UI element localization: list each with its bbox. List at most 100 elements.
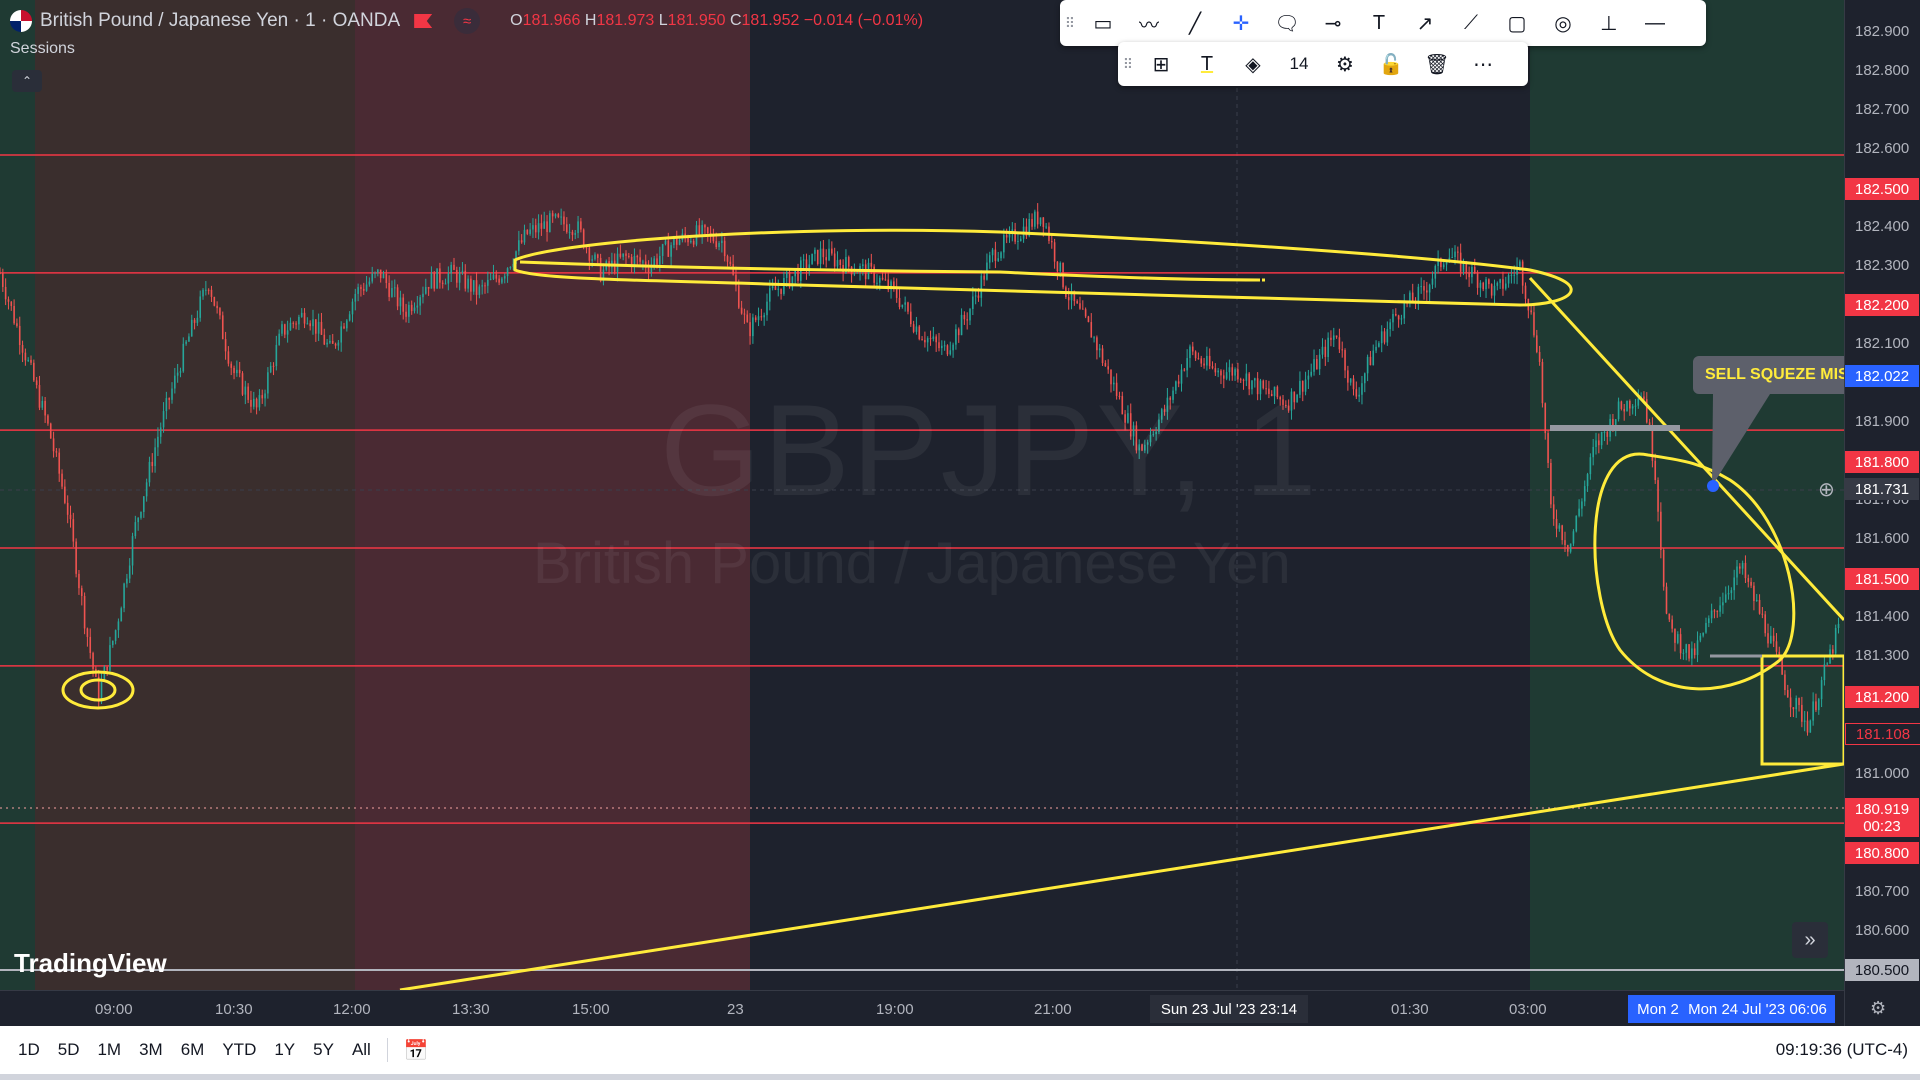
candle-body bbox=[396, 287, 399, 307]
template-icon[interactable]: ⊞ bbox=[1152, 53, 1170, 76]
candle-body bbox=[661, 244, 664, 256]
time-axis[interactable]: 09:00 10:30 12:00 13:30 15:00 23 19:00 21:00 01:… bbox=[0, 990, 1844, 1027]
low-value: 181.950 bbox=[667, 12, 726, 29]
candle-body bbox=[757, 316, 760, 321]
chart-canvas[interactable] bbox=[0, 0, 1844, 990]
candle-body bbox=[1707, 618, 1710, 623]
candle-body bbox=[712, 233, 715, 242]
drag-handle-icon[interactable]: ⠿ bbox=[1122, 55, 1134, 72]
candle-body bbox=[966, 319, 968, 321]
price-axis[interactable]: 182.900 182.800 182.700 182.600 182.400 182.3… bbox=[1844, 0, 1920, 1026]
indicator-wave-icon[interactable]: ≈ bbox=[454, 8, 481, 34]
crosshair-icon[interactable]: ✛ bbox=[1232, 12, 1250, 35]
candle-body bbox=[520, 240, 523, 243]
candle-body bbox=[656, 258, 658, 265]
fill-color-icon[interactable]: ◈ bbox=[1245, 53, 1261, 76]
scroll-to-realtime-button[interactable]: » bbox=[1792, 922, 1828, 958]
text-icon[interactable]: T bbox=[1372, 11, 1386, 34]
candle-body bbox=[498, 278, 500, 283]
candle-body bbox=[754, 317, 757, 321]
symbol-title[interactable]: British Pound / Japanese Yen · 1 · OANDA bbox=[40, 10, 401, 31]
candle-body bbox=[1008, 231, 1011, 238]
candle-body bbox=[171, 388, 173, 400]
candle-body bbox=[303, 312, 306, 324]
text-color-icon[interactable]: T bbox=[1200, 52, 1214, 75]
candle-body bbox=[1172, 390, 1174, 400]
candle-body bbox=[833, 253, 836, 267]
drag-handle-icon[interactable]: ⠿ bbox=[1064, 14, 1076, 31]
range-button-1y[interactable]: 1Y bbox=[274, 1040, 296, 1059]
candle-body bbox=[1772, 635, 1775, 642]
candle-body bbox=[1716, 610, 1719, 612]
bottom-toolbar: 1D 5D 1M 3M 6M YTD 1Y 5Y All 📅 09:19:36 (UTC-4) bbox=[0, 1026, 1920, 1074]
candle-body bbox=[1096, 337, 1098, 351]
range-button-ytd[interactable]: YTD bbox=[222, 1040, 257, 1059]
callout-icon[interactable]: 🗨 bbox=[1274, 12, 1300, 35]
candle-body bbox=[952, 344, 954, 351]
lock-icon[interactable]: 🔓 bbox=[1378, 53, 1404, 76]
candle-body bbox=[174, 375, 176, 389]
candle-body bbox=[114, 630, 117, 641]
collapse-legend-button[interactable]: ⌃ bbox=[12, 70, 42, 92]
arrow-icon[interactable]: ↗ bbox=[1416, 12, 1434, 35]
range-button-6m[interactable]: 6M bbox=[180, 1040, 205, 1059]
chart-area[interactable] bbox=[0, 0, 1844, 990]
candle-body bbox=[895, 286, 898, 298]
candle-body bbox=[884, 279, 887, 281]
sell-squeeze-callout[interactable]: SELL SQUEZE MISS bbox=[1693, 356, 1865, 394]
candle-body bbox=[1132, 425, 1135, 437]
candle-body bbox=[1138, 444, 1140, 451]
candle-body bbox=[1087, 316, 1090, 323]
candle-body bbox=[326, 342, 328, 345]
candle-body bbox=[1739, 566, 1741, 569]
settings-icon[interactable]: ⚙ bbox=[1336, 53, 1354, 76]
candle-body bbox=[825, 257, 828, 261]
clock-timezone[interactable]: 09:19:36 (UTC-4) bbox=[1775, 1040, 1908, 1059]
candle-body bbox=[1775, 641, 1778, 652]
candle-body bbox=[185, 341, 187, 344]
candle-body bbox=[1755, 599, 1758, 601]
candle-body bbox=[1389, 322, 1391, 330]
chart-settings-icon[interactable]: ⚙ bbox=[1870, 998, 1887, 1018]
range-button-1d[interactable]: 1D bbox=[18, 1040, 40, 1059]
candle-body bbox=[735, 274, 737, 286]
delete-icon[interactable]: 🗑 bbox=[1424, 53, 1450, 76]
tradingview-logo[interactable]: TradingView bbox=[14, 948, 167, 979]
candle-body bbox=[1400, 318, 1403, 320]
range-button-3m[interactable]: 3M bbox=[139, 1040, 163, 1059]
candle-body bbox=[822, 248, 825, 258]
candle-body bbox=[1163, 409, 1166, 412]
candle-body bbox=[740, 307, 743, 314]
price-range-icon[interactable]: ⊥ bbox=[1600, 12, 1618, 35]
font-size-value[interactable]: 14 bbox=[1289, 54, 1309, 73]
rectangle-icon[interactable]: ▭ bbox=[1093, 12, 1113, 35]
candle-body bbox=[836, 260, 839, 267]
circle-icon[interactable]: ◎ bbox=[1554, 12, 1572, 35]
time-tick-label: 23 bbox=[727, 1001, 744, 1018]
note-icon[interactable]: ▢ bbox=[1507, 12, 1527, 35]
sessions-indicator-label[interactable]: Sessions bbox=[10, 40, 75, 57]
candle-body bbox=[1332, 335, 1335, 340]
candle-body bbox=[1586, 474, 1589, 487]
price-tick-label: 181.300 bbox=[1855, 647, 1910, 664]
calendar-icon[interactable]: 📅 bbox=[403, 1039, 429, 1062]
bookmark-flag-icon[interactable] bbox=[414, 14, 433, 28]
range-button-1m[interactable]: 1M bbox=[97, 1040, 122, 1059]
candle-body bbox=[1764, 614, 1766, 634]
more-icon[interactable]: ⋯ bbox=[1473, 53, 1493, 76]
double-chevron-right-icon: » bbox=[1804, 928, 1816, 951]
candle-body bbox=[1189, 346, 1191, 359]
horizontal-line-icon[interactable]: — bbox=[1645, 11, 1665, 34]
range-button-5y[interactable]: 5Y bbox=[313, 1040, 334, 1059]
horizontal-ray-icon[interactable]: ⊸ bbox=[1324, 12, 1342, 35]
trend-line-icon[interactable]: ╱ bbox=[1188, 12, 1202, 35]
range-button-all[interactable]: All bbox=[351, 1040, 371, 1059]
add-alert-icon[interactable]: ⊕ bbox=[1818, 479, 1835, 501]
range-button-5d[interactable]: 5D bbox=[57, 1040, 80, 1059]
brush-icon[interactable]: 〰 bbox=[1139, 14, 1159, 37]
candle-body bbox=[1144, 444, 1146, 451]
candle-body bbox=[1552, 504, 1555, 519]
candle-body bbox=[1363, 373, 1366, 384]
path-icon[interactable]: ⟋ bbox=[1464, 11, 1478, 34]
candle-body bbox=[154, 447, 156, 467]
